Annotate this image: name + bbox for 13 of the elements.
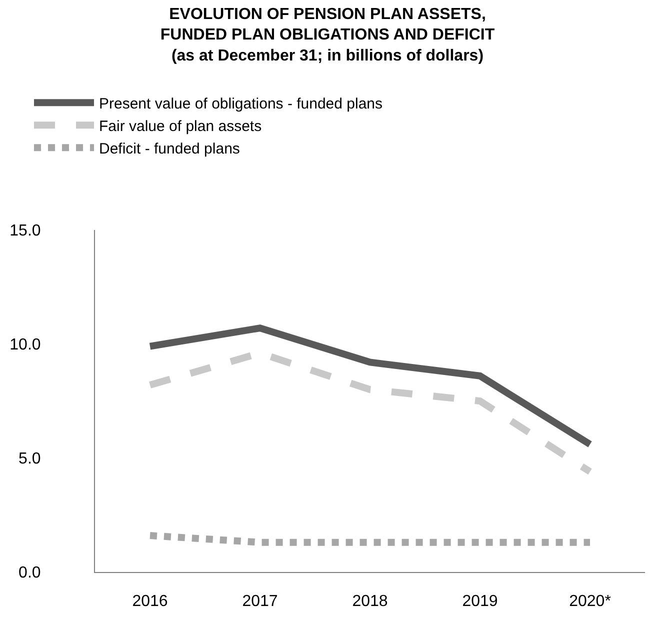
legend-label: Present value of obligations - funded plans: [99, 95, 383, 112]
x-tick-label: 2018: [352, 593, 388, 610]
chart-title: EVOLUTION OF PENSION PLAN ASSETS, FUNDED PLAN OBLIGATIONS AND DEFICIT (as at December 31; in billions of dollars): [160, 6, 495, 64]
x-tick-label: 2019: [462, 593, 498, 610]
y-tick-label: 0.0: [18, 564, 41, 582]
x-tick-label: 2020*: [569, 593, 611, 610]
y-tick-label: 5.0: [18, 450, 41, 468]
y-tick-label: 15.0: [10, 222, 41, 240]
legend-label: Deficit - funded plans: [99, 140, 240, 158]
legend-label: Fair value of plan assets: [99, 118, 262, 135]
y-tick-label: 10.0: [10, 336, 41, 354]
x-tick-label: 2016: [132, 593, 168, 610]
x-tick-label: 2017: [242, 593, 278, 610]
